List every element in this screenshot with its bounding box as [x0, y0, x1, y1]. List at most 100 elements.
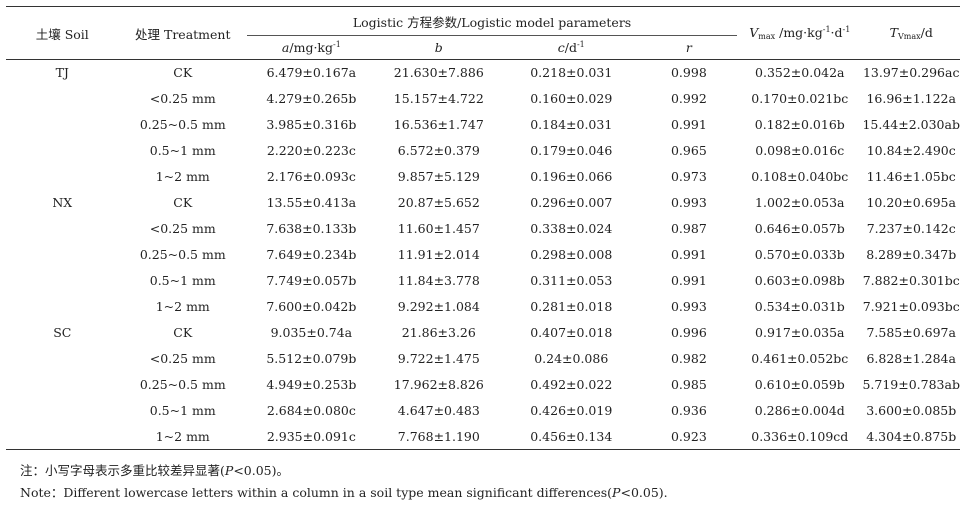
- cell-r: 0.993: [670, 195, 707, 210]
- cell-tvmax: 8.289±0.347b: [866, 247, 957, 262]
- cell-a: 9.035±0.74a: [270, 325, 353, 340]
- header-r: r: [640, 35, 738, 60]
- cell-soil: [6, 164, 119, 190]
- table-subheader-row: a/mg·kg-1 b c/d-1 r: [6, 35, 960, 60]
- cell-vmax: 0.170±0.021bc: [751, 91, 849, 106]
- cell-a: 4.949±0.253b: [266, 377, 357, 392]
- cell-r: 0.982: [670, 351, 707, 366]
- cell-r: 0.923: [640, 423, 738, 450]
- cell-b: 9.722±1.475: [397, 351, 480, 366]
- header-soil: 土壤 Soil: [6, 6, 119, 60]
- table-row: 0.25~0.5 mm 7.649±0.234b 11.91±2.014 0.298±…: [6, 242, 960, 268]
- cell-soil: TJ: [55, 65, 69, 81]
- cell-vmax: 0.098±0.016c: [755, 143, 845, 158]
- cell-soil: SC: [53, 325, 72, 340]
- cell-tvmax: 4.304±0.875b: [862, 423, 960, 450]
- table-row: 1~2 mm 2.176±0.093c 9.857±5.129 0.196±0.066…: [6, 164, 960, 190]
- cell-treatment: <0.25 mm: [149, 221, 216, 236]
- cell-treatment: 0.5~1 mm: [149, 143, 216, 158]
- table-row: 1~2 mm 2.935±0.091c 7.768±1.190 0.456±0.134…: [6, 423, 960, 450]
- cell-c: 0.456±0.134: [501, 423, 641, 450]
- cell-tvmax: 10.84±2.490c: [866, 143, 956, 158]
- cell-b: 11.60±1.457: [397, 221, 480, 236]
- cell-tvmax: 10.20±0.695a: [866, 195, 956, 210]
- table-row: <0.25 mm 4.279±0.265b 15.157±4.722 0.160±0.…: [6, 86, 960, 112]
- cell-tvmax: 7.585±0.697a: [866, 325, 956, 340]
- cell-b: 7.768±1.190: [375, 423, 502, 450]
- cell-soil: [6, 423, 119, 450]
- cell-a: 3.985±0.316b: [266, 117, 357, 132]
- cell-vmax: 0.182±0.016b: [754, 117, 845, 132]
- cell-b: 11.84±3.778: [397, 273, 480, 288]
- note-chinese: 注：小写字母表示多重比较差异显著(P<0.05)。: [20, 463, 289, 478]
- cell-b: 20.87±5.652: [397, 195, 480, 210]
- cell-b: 16.536±1.747: [393, 117, 484, 132]
- cell-c: 0.338±0.024: [530, 221, 613, 236]
- cell-a: 6.479±0.167a: [266, 65, 357, 81]
- cell-soil: [6, 294, 119, 320]
- cell-tvmax: 7.237±0.142c: [866, 221, 956, 236]
- cell-treatment: CK: [173, 195, 193, 210]
- table-row: <0.25 mm 7.638±0.133b 11.60±1.457 0.338±0.0…: [6, 216, 960, 242]
- cell-r: 0.996: [670, 325, 707, 340]
- cell-vmax: 0.610±0.059b: [754, 377, 845, 392]
- cell-soil: [6, 346, 119, 372]
- cell-b: 21.630±7.886: [393, 65, 484, 81]
- cell-b: 15.157±4.722: [393, 91, 484, 106]
- cell-a: 5.512±0.079b: [266, 351, 357, 366]
- header-tvmax: TVmax/d: [862, 6, 960, 60]
- cell-c: 0.196±0.066: [530, 169, 613, 184]
- cell-treatment: 0.25~0.5 mm: [139, 117, 226, 132]
- cell-b: 4.647±0.483: [397, 403, 480, 418]
- cell-b: 17.962±8.826: [393, 377, 484, 392]
- cell-c: 0.407±0.018: [530, 325, 613, 340]
- cell-a: 4.279±0.265b: [266, 91, 357, 106]
- cell-a: 7.649±0.234b: [266, 247, 357, 262]
- cell-treatment: CK: [173, 65, 193, 81]
- cell-c: 0.179±0.046: [530, 143, 613, 158]
- cell-r: 0.998: [670, 65, 707, 81]
- cell-b: 6.572±0.379: [397, 143, 480, 158]
- cell-vmax: 0.336±0.109cd: [737, 423, 863, 450]
- table-notes: 注：小写字母表示多重比较差异显著(P<0.05)。 Note：Different…: [20, 460, 668, 504]
- table-row: <0.25 mm 5.512±0.079b 9.722±1.475 0.24±0.08…: [6, 346, 960, 372]
- cell-tvmax: 7.882±0.301bc: [862, 273, 960, 288]
- cell-soil: NX: [52, 195, 73, 210]
- cell-treatment: 0.25~0.5 mm: [139, 377, 226, 392]
- cell-tvmax: 11.46±1.05bc: [866, 169, 956, 184]
- cell-soil: [6, 242, 119, 268]
- cell-a: 2.684±0.080c: [266, 403, 356, 418]
- cell-soil: [6, 268, 119, 294]
- cell-tvmax: 7.921±0.093bc: [862, 299, 960, 314]
- cell-c: 0.218±0.031: [530, 65, 613, 81]
- table-row: 1~2 mm 7.600±0.042b 9.292±1.084 0.281±0.018…: [6, 294, 960, 320]
- cell-b: 21.86±3.26: [401, 325, 476, 340]
- cell-vmax: 0.646±0.057b: [754, 221, 845, 236]
- cell-vmax: 1.002±0.053a: [755, 195, 845, 210]
- cell-a: 2.935±0.091c: [246, 423, 376, 450]
- header-logistic-group: Logistic 方程参数/Logistic model parameters: [246, 6, 738, 36]
- cell-treatment: <0.25 mm: [149, 91, 216, 106]
- cell-r: 0.936: [670, 403, 707, 418]
- cell-b: 9.857±5.129: [397, 169, 480, 184]
- table-row: 0.5~1 mm 2.220±0.223c 6.572±0.379 0.179±0.0…: [6, 138, 960, 164]
- table-row: 0.25~0.5 mm 4.949±0.253b 17.962±8.826 0.492…: [6, 372, 960, 398]
- cell-c: 0.492±0.022: [530, 377, 613, 392]
- cell-a: 7.638±0.133b: [266, 221, 357, 236]
- header-vmax: Vmax /mg·kg-1·d-1: [737, 6, 863, 60]
- cell-treatment: <0.25 mm: [149, 351, 216, 366]
- cell-r: 0.993: [670, 299, 707, 314]
- cell-treatment: 0.5~1 mm: [149, 403, 216, 418]
- cell-r: 0.965: [670, 143, 707, 158]
- logistic-parameters-table: 土壤 Soil 处理 Treatment Logistic 方程参数/Logis…: [6, 6, 960, 450]
- cell-vmax: 0.534±0.031b: [754, 299, 845, 314]
- cell-vmax: 0.570±0.033b: [754, 247, 845, 262]
- cell-a: 7.600±0.042b: [266, 299, 357, 314]
- cell-r: 0.987: [670, 221, 707, 236]
- cell-c: 0.160±0.029: [530, 91, 613, 106]
- cell-r: 0.973: [670, 169, 707, 184]
- cell-c: 0.298±0.008: [530, 247, 613, 262]
- cell-r: 0.991: [670, 273, 707, 288]
- header-c: c/d-1: [501, 35, 641, 60]
